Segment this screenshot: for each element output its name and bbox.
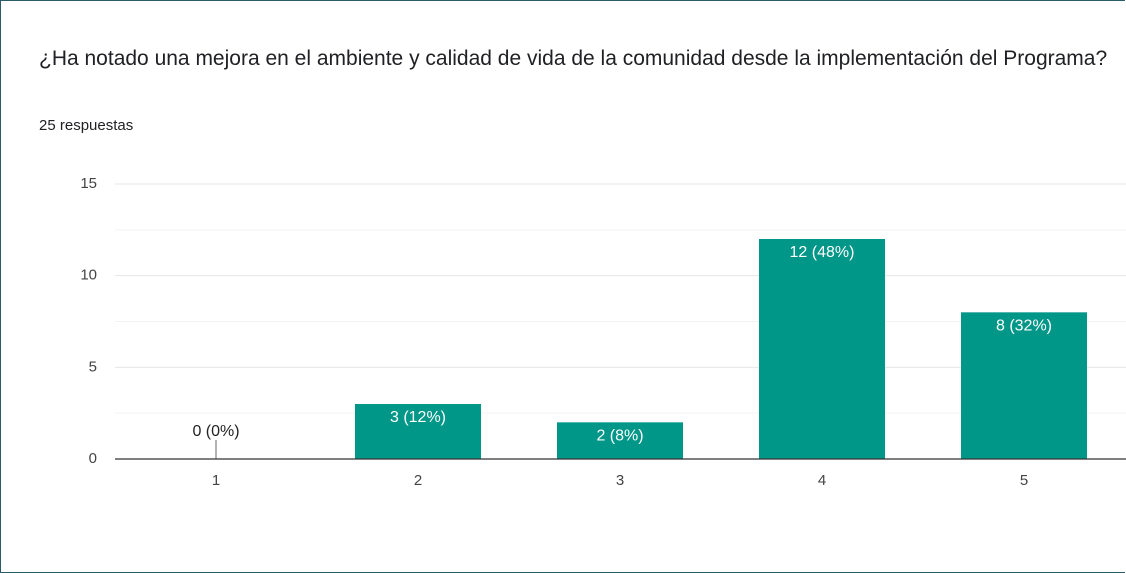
x-tick-label: 5 [1020,472,1028,489]
x-tick-label: 3 [616,472,624,489]
bar [961,312,1087,459]
y-tick-label: 15 [80,175,97,192]
value-label: 12 (48%) [790,244,855,261]
bar [759,239,885,459]
value-label: 8 (32%) [996,318,1052,335]
x-tick-label: 1 [212,472,220,489]
y-tick-label: 0 [89,450,97,467]
y-tick-label: 10 [80,267,97,284]
value-label: 0 (0%) [192,423,239,440]
value-label: 3 (12%) [390,409,446,426]
y-tick-label: 5 [89,358,97,375]
chart-title: ¿Ha notado una mejora en el ambiente y c… [39,47,1108,70]
bar [557,422,683,459]
bar [355,404,481,459]
chart-subtitle: 25 respuestas [39,117,134,134]
x-tick-label: 4 [818,472,826,489]
x-tick-label: 2 [414,472,422,489]
value-label: 2 (8%) [596,428,643,445]
